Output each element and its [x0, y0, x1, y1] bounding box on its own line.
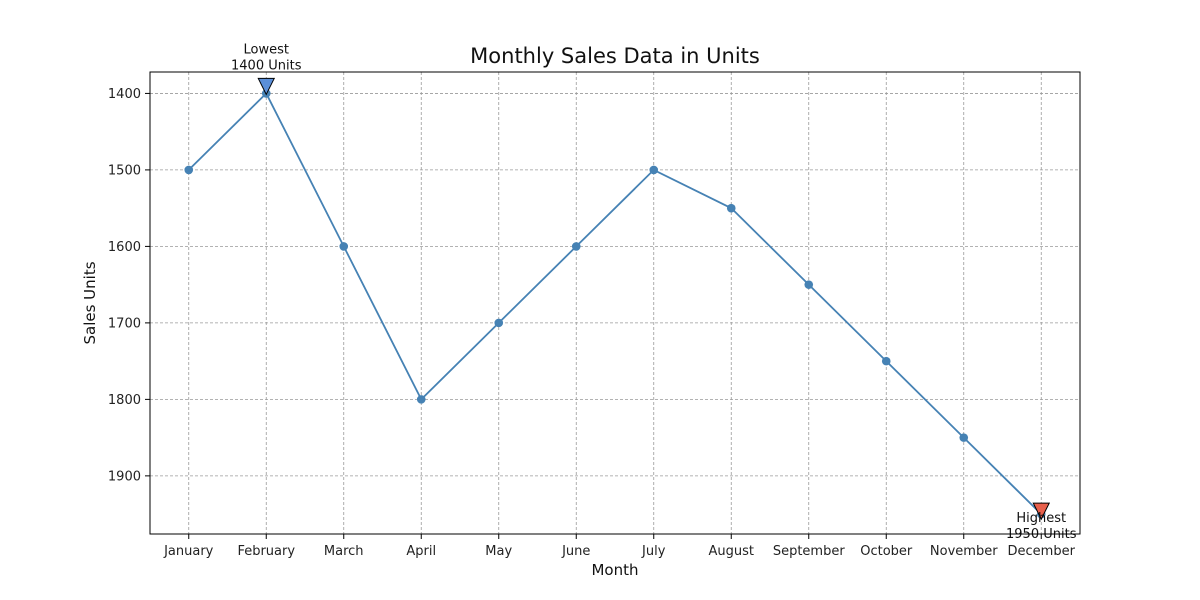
data-point [494, 318, 504, 328]
data-point [339, 242, 349, 251]
lowest-annotation-label: 1400 Units [231, 58, 302, 73]
highest-marker-icon [1032, 502, 1051, 521]
tick-layer: January February March April May June July Augu… [108, 87, 1076, 559]
x-tick-label: September [773, 544, 846, 559]
data-point [416, 395, 426, 404]
x-tick-label: March [324, 544, 364, 559]
x-tick-label: June [561, 544, 590, 559]
x-tick-label: July [641, 544, 666, 559]
x-tick-label: January [163, 544, 214, 559]
x-tick-label: April [406, 544, 436, 559]
y-tick-label: 1700 [108, 316, 141, 331]
x-tick-label: May [485, 544, 512, 559]
lowest-marker-icon [257, 77, 276, 96]
data-point [804, 280, 814, 289]
x-tick-label: February [237, 544, 295, 559]
data-point [649, 165, 659, 175]
data-point [184, 165, 194, 175]
data-point [726, 203, 736, 213]
y-axis-title: Sales Units [81, 261, 99, 344]
grid-layer [150, 72, 1080, 534]
y-tick-label: 1500 [108, 163, 141, 178]
series-line [188, 91, 1042, 515]
x-tick-label: August [709, 544, 755, 559]
y-tick-label: 1400 [108, 87, 141, 102]
lowest-annotation-label: Lowest [244, 42, 289, 57]
y-tick-label: 1600 [108, 240, 141, 255]
y-tick-label: 1900 [108, 469, 141, 484]
data-point [959, 433, 969, 442]
data-point [881, 356, 891, 366]
x-axis-title: Month [591, 561, 638, 579]
x-tick-label: December [1008, 544, 1076, 559]
x-tick-label: November [930, 544, 998, 559]
x-tick-label: October [860, 544, 913, 559]
plot-frame [149, 71, 1081, 535]
highest-annotation-label: Highest [1016, 511, 1066, 526]
y-tick-label: 1800 [108, 393, 141, 408]
data-point [571, 242, 581, 251]
chart-title: Monthly Sales Data in Units [470, 44, 760, 68]
